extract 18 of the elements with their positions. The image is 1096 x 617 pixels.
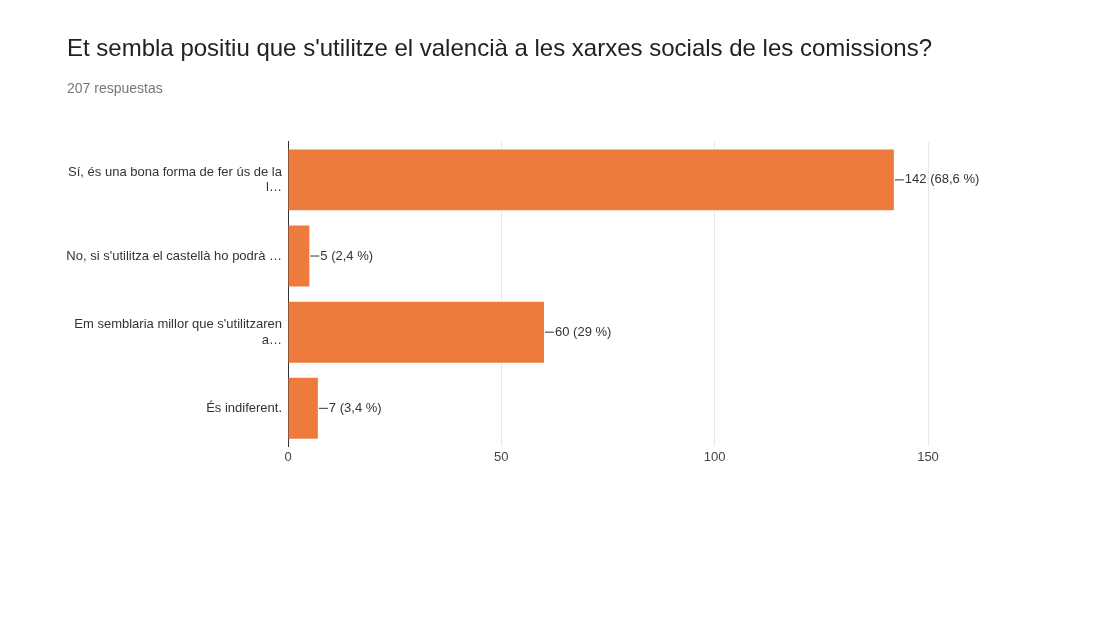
x-tick-label: 0 [284, 448, 292, 464]
x-tick-label: 50 [494, 448, 509, 464]
data-label: 7 (3,4 %) [328, 399, 382, 415]
bar [288, 377, 318, 439]
chart-title: Et sembla positiu que s'utilitze el valencià a les xarxes socials de les comissions? [67, 33, 933, 63]
y-tick-label: És indiferent. [206, 399, 282, 415]
bar [288, 149, 894, 211]
text: 207 respuestas [67, 80, 164, 96]
y-tick-label: Em semblaria millor que s'utilitzaren a… [74, 315, 282, 347]
y-tick-label: No, si s'utilitza el castellà ho podrà … [66, 247, 282, 263]
bar [288, 301, 544, 363]
data-label: 5 (2,4 %) [320, 247, 374, 263]
y-tick-label: Sí, és una bona forma de fer ús de la l… [68, 163, 283, 195]
data-label: 60 (29 %) [555, 323, 612, 339]
bar [288, 225, 310, 287]
x-tick-label: 150 [917, 448, 939, 464]
data-label: 142 (68,6 %) [904, 171, 980, 187]
x-tick-label: 100 [703, 448, 726, 464]
